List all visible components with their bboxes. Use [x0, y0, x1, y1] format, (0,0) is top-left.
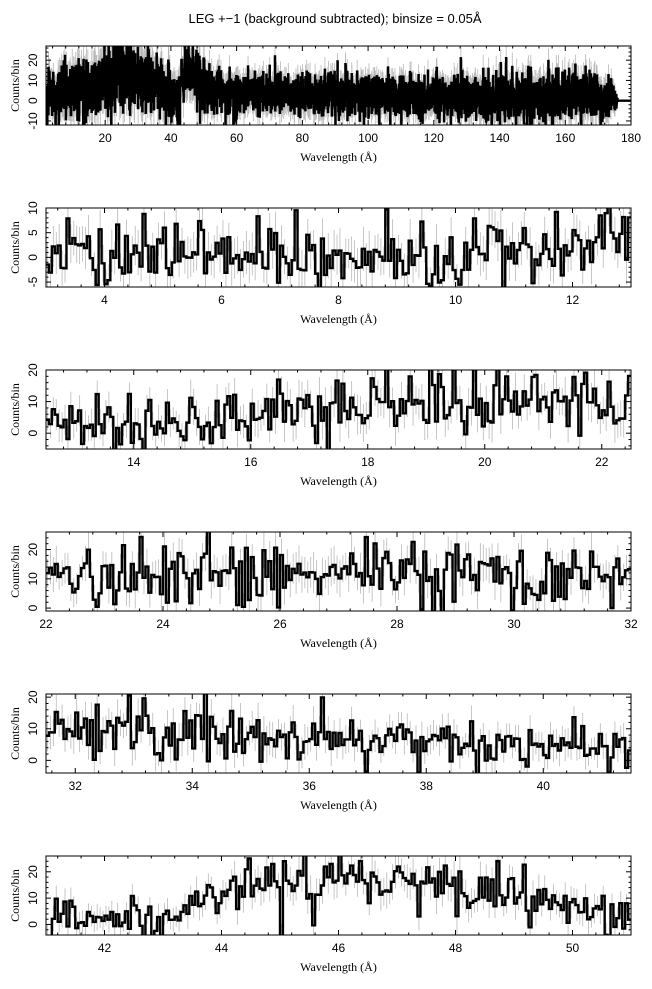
x-tick-label: 20: [98, 131, 112, 145]
x-tick-label: 20: [478, 455, 492, 469]
x-tick-label: 26: [273, 617, 287, 631]
y-axis-label: Counts/bin: [8, 707, 22, 760]
y-tick-label: 0: [26, 757, 40, 764]
y-tick-label: 0: [26, 97, 40, 104]
x-tick-label: 34: [186, 779, 200, 793]
x-tick-label: 160: [555, 131, 575, 145]
y-tick-label: 10: [26, 722, 40, 736]
x-tick-label: 10: [449, 293, 463, 307]
x-tick-label: 6: [218, 293, 225, 307]
x-axis-label: Wavelength (Å): [300, 150, 377, 164]
panel-4-spectrum-line: [46, 532, 631, 611]
panel-5: 32 34 36 38 40 0 10 20 Wavelength (Å) Counts/bin: [8, 690, 632, 812]
panel-5-frame: [45, 693, 632, 774]
x-tick-label: 18: [361, 455, 375, 469]
y-axis-label: Counts/bin: [8, 545, 22, 598]
x-axis-label: Wavelength (Å): [300, 474, 377, 488]
y-axis-label: Counts/bin: [8, 59, 22, 112]
panel-2: 4 6 8 10 12 -5 0 5 10 Wavelength (Å) Counts/bin: [8, 201, 632, 326]
y-tick-label: 0: [26, 254, 40, 261]
x-tick-label: 60: [230, 131, 244, 145]
x-tick-label: 24: [156, 617, 170, 631]
panel-2-spectrum-line: [46, 208, 631, 287]
x-tick-label: 80: [296, 131, 310, 145]
panels: 20 40 60 80 100 120 140 160 180-1001020Wavelengt…: [8, 45, 641, 974]
x-tick-label: 22: [39, 617, 53, 631]
panel-3: 14 16 18 20 22 0 10 20 Wavelength (Å) Counts/bin: [8, 363, 632, 488]
x-tick-label: 32: [69, 779, 83, 793]
y-tick-label: 20: [26, 53, 40, 67]
panel-5-error-bars: [47, 694, 630, 773]
x-tick-label: 100: [358, 131, 378, 145]
x-axis-label: Wavelength (Å): [300, 798, 377, 812]
panel-4-frame: [45, 531, 632, 612]
x-tick-label: 180: [621, 131, 641, 145]
y-axis-label: Counts/bin: [8, 383, 22, 436]
panel-3-frame: [45, 369, 632, 450]
panel-1-frame: [45, 45, 632, 126]
panel-1: 20 40 60 80 100 120 140 160 180 -10 0 10 20 Wavelengt…: [8, 45, 641, 164]
x-tick-label: 22: [595, 455, 609, 469]
x-tick-label: 30: [507, 617, 521, 631]
panel-1-spectrum-line: [46, 46, 631, 125]
y-tick-label: 10: [26, 201, 40, 215]
y-tick-label: 0: [26, 604, 40, 611]
figure-title: LEG +−1 (background subtracted); binsize…: [188, 11, 481, 26]
x-tick-label: 32: [624, 617, 638, 631]
x-tick-label: 12: [566, 293, 580, 307]
x-tick-label: 36: [303, 779, 317, 793]
y-tick-label: -5: [26, 276, 40, 287]
x-tick-label: 40: [164, 131, 178, 145]
y-tick-label: 5: [26, 229, 40, 236]
y-tick-label: 20: [26, 543, 40, 557]
y-tick-label: 10: [26, 73, 40, 87]
x-tick-label: 4: [101, 293, 108, 307]
x-axis-label: Wavelength (Å): [300, 636, 377, 650]
x-tick-label: 8: [335, 293, 342, 307]
y-tick-label: 20: [26, 363, 40, 377]
x-tick-label: 140: [490, 131, 510, 145]
x-tick-label: 14: [127, 455, 141, 469]
x-axis-label: Wavelength (Å): [300, 312, 377, 326]
y-axis-label: Counts/bin: [8, 221, 22, 274]
panel-3-spectrum-line: [46, 370, 631, 449]
y-tick-label: 0: [26, 430, 40, 437]
x-tick-label: 120: [424, 131, 444, 145]
y-tick-label: 20: [26, 690, 40, 704]
x-tick-label: 38: [420, 779, 434, 793]
panel-4: 22 24 26 28 30 32 0 10 20 Wavelength (Å) Counts/bi…: [8, 531, 638, 650]
y-tick-label: 10: [26, 572, 40, 586]
x-tick-label: 40: [537, 779, 551, 793]
x-tick-label: 16: [244, 455, 258, 469]
panel-5-spectrum-line: [46, 694, 631, 773]
y-tick-label: 10: [26, 395, 40, 409]
x-tick-label: 28: [390, 617, 404, 631]
y-tick-label: -10: [26, 112, 40, 130]
